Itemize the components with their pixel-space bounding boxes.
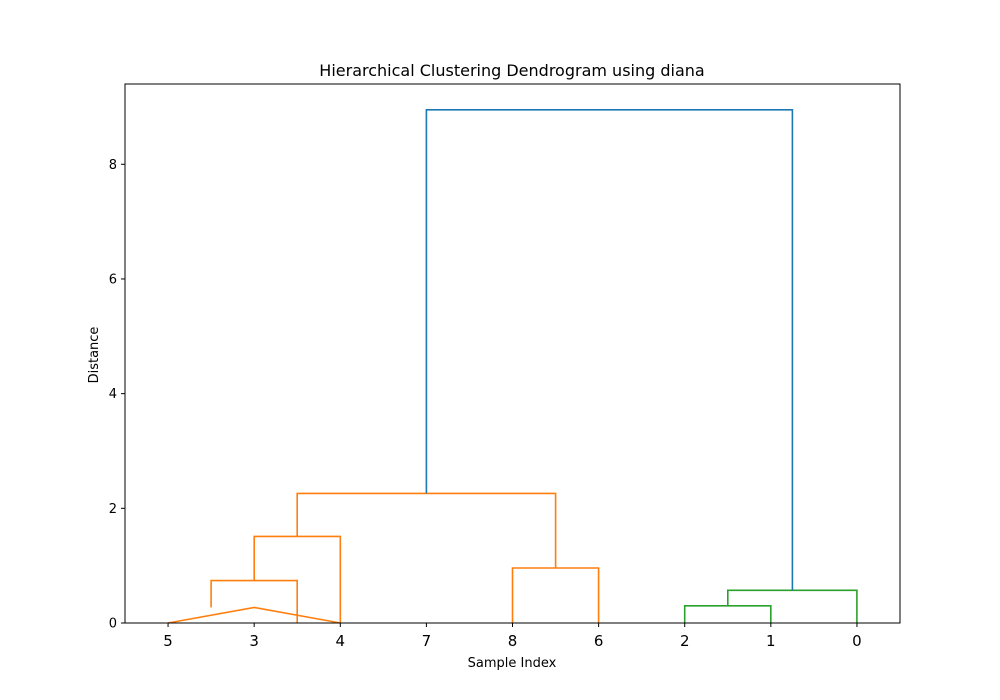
- dendrogram-link-0: [167, 606, 341, 624]
- x-tick-label: 3: [249, 632, 259, 650]
- chart-title: Hierarchical Clustering Dendrogram using…: [319, 61, 704, 80]
- dendrogram-link-3: [511, 567, 600, 623]
- y-tick-label: 4: [109, 387, 117, 402]
- y-tick-label: 2: [109, 502, 117, 517]
- dendrogram-link-1: [210, 579, 299, 623]
- dendrogram-links: [167, 109, 858, 624]
- dendrogram-link-6: [726, 589, 858, 623]
- y-tick-label: 6: [109, 272, 117, 287]
- dendrogram-link-7: [425, 109, 794, 591]
- x-tick-label: 2: [680, 632, 690, 650]
- y-axis: 0 2 4 6 8: [109, 158, 125, 632]
- x-tick-label: 0: [852, 632, 862, 650]
- x-tick-label: 4: [336, 632, 346, 650]
- plot-frame: [124, 83, 901, 624]
- y-tick-label: 0: [109, 617, 117, 632]
- x-tick-label: 6: [594, 632, 604, 650]
- y-tick-label: 8: [109, 158, 117, 173]
- x-tick-label: 8: [508, 632, 518, 650]
- dendrogram-link-4: [296, 492, 557, 568]
- y-axis-label: Distance: [87, 327, 102, 384]
- dendrogram-link-5: [683, 604, 772, 623]
- x-tick-label: 5: [163, 632, 173, 650]
- x-axis: 5 3 4 7 8 6 2 1 0: [163, 623, 862, 650]
- x-axis-label: Sample Index: [468, 656, 557, 671]
- x-tick-label: 7: [422, 632, 432, 650]
- x-tick-label: 1: [766, 632, 776, 650]
